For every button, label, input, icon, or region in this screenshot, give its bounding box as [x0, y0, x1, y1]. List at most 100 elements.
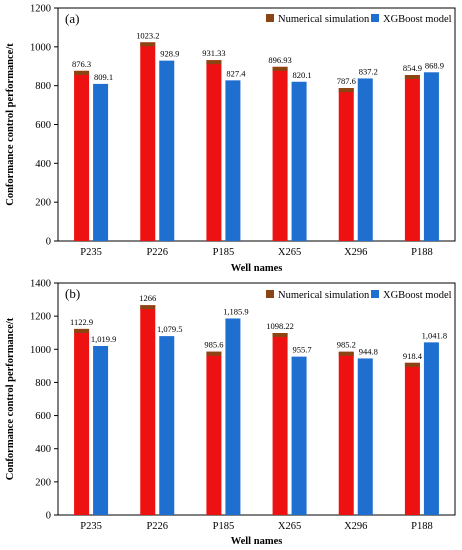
bar-numerical-simulation	[140, 305, 156, 515]
data-label-xgboost-model: 827.4	[226, 68, 246, 78]
y-tick-label: 400	[35, 159, 51, 170]
y-tick-label: 600	[35, 411, 51, 422]
bar-numerical-simulation-cap	[404, 75, 420, 80]
data-label-xgboost-model: 837.2	[359, 66, 378, 76]
bar-numerical-simulation-cap	[206, 60, 222, 65]
x-tick-label: P226	[146, 521, 168, 532]
bar-numerical-simulation	[272, 66, 288, 241]
panel-label: (a)	[65, 11, 79, 26]
y-tick-label: 0	[46, 511, 51, 522]
x-tick-label: X265	[278, 247, 301, 258]
data-label-xgboost-model: 1,019.9	[91, 334, 117, 344]
data-label-xgboost-model: 868.9	[425, 60, 444, 70]
bar-numerical-simulation	[74, 328, 90, 515]
bar-numerical-simulation	[206, 60, 222, 241]
data-label-xgboost-model: 820.1	[293, 70, 312, 80]
legend-label-xgboost-model: XGBoost model	[383, 290, 452, 301]
bar-numerical-simulation-cap	[206, 351, 222, 356]
data-label-numerical-simulation: 1122.9	[70, 317, 93, 327]
bar-xgboost-model	[93, 83, 109, 241]
y-tick-label: 1400	[30, 279, 51, 290]
y-tick-label: 800	[35, 378, 51, 389]
x-tick-label: P188	[411, 521, 433, 532]
bar-xgboost-model	[423, 342, 439, 515]
x-tick-label: P235	[80, 247, 102, 258]
legend-swatch-numerical-simulation	[266, 290, 274, 298]
bar-numerical-simulation	[140, 42, 156, 241]
bar-numerical-simulation	[404, 75, 420, 241]
bar-numerical-simulation	[74, 70, 90, 242]
data-label-numerical-simulation: 787.6	[337, 76, 356, 86]
data-label-numerical-simulation: 1098.22	[266, 321, 294, 331]
bar-xgboost-model	[357, 78, 373, 241]
y-tick-label: 400	[35, 444, 51, 455]
bar-numerical-simulation	[338, 88, 354, 241]
data-label-xgboost-model: 928.9	[160, 49, 179, 59]
data-label-numerical-simulation: 985.6	[204, 340, 223, 350]
data-label-numerical-simulation: 854.9	[403, 63, 422, 73]
y-tick-label: 1200	[30, 4, 51, 15]
y-tick-label: 600	[35, 120, 51, 131]
bar-numerical-simulation-cap	[272, 333, 288, 338]
bar-numerical-simulation	[206, 351, 222, 515]
data-label-numerical-simulation: 918.4	[403, 351, 423, 361]
bar-numerical-simulation-cap	[272, 66, 288, 71]
bar-xgboost-model	[225, 318, 241, 515]
data-label-numerical-simulation: 931.33	[202, 48, 225, 58]
bar-numerical-simulation-cap	[74, 70, 90, 75]
bar-numerical-simulation-cap	[140, 42, 156, 47]
bar-xgboost-model	[291, 356, 307, 515]
y-tick-label: 800	[35, 81, 51, 92]
plot-frame-0	[57, 7, 456, 242]
bar-numerical-simulation-cap	[140, 305, 156, 310]
legend-swatch-numerical-simulation	[266, 14, 274, 22]
bar-xgboost-model	[291, 81, 307, 241]
legend-label-xgboost-model: XGBoost model	[383, 14, 452, 25]
data-label-numerical-simulation: 985.2	[337, 340, 356, 350]
data-label-xgboost-model: 809.1	[94, 72, 113, 82]
x-tick-label: X296	[344, 247, 367, 258]
x-tick-label: P185	[213, 521, 235, 532]
y-tick-label: 200	[35, 198, 51, 209]
y-tick-label: 0	[46, 237, 51, 248]
y-axis-title: Conformance control performance/t	[5, 43, 16, 206]
bar-xgboost-model	[225, 80, 241, 241]
bar-numerical-simulation-cap	[74, 328, 90, 333]
x-axis-title: Well names	[231, 263, 283, 274]
y-tick-label: 1000	[30, 345, 51, 356]
x-tick-label: P188	[411, 247, 433, 258]
x-tick-label: P235	[80, 521, 102, 532]
bar-xgboost-model	[93, 345, 109, 515]
data-label-numerical-simulation: 1023.2	[136, 30, 159, 40]
x-axis-title: Well names	[231, 536, 283, 547]
legend-swatch-xgboost-model	[371, 14, 379, 22]
panel-label: (b)	[65, 286, 80, 301]
bar-numerical-simulation	[404, 362, 420, 515]
bar-numerical-simulation-cap	[338, 88, 354, 93]
bar-numerical-simulation-cap	[338, 351, 354, 356]
data-label-numerical-simulation: 876.3	[72, 59, 91, 69]
y-axis-title: Conformance control performance/t	[5, 317, 16, 480]
x-tick-label: X296	[344, 521, 367, 532]
legend-swatch-xgboost-model	[371, 290, 379, 298]
legend-label-numerical-simulation: Numerical simulation	[278, 290, 370, 301]
bar-numerical-simulation	[272, 333, 288, 515]
bar-xgboost-model	[159, 336, 175, 515]
plot-frame-1	[57, 282, 456, 516]
data-label-xgboost-model: 955.7	[293, 345, 312, 355]
y-tick-label: 1000	[30, 42, 51, 53]
data-label-xgboost-model: 1,079.5	[157, 324, 183, 334]
x-tick-label: X265	[278, 521, 301, 532]
bar-xgboost-model	[159, 60, 175, 242]
x-tick-label: P226	[146, 247, 168, 258]
data-label-xgboost-model: 1,185.9	[223, 306, 249, 316]
data-label-xgboost-model: 944.8	[359, 346, 378, 356]
y-tick-label: 200	[35, 477, 51, 488]
bar-numerical-simulation	[338, 351, 354, 515]
y-tick-label: 1200	[30, 312, 51, 323]
x-tick-label: P185	[213, 247, 235, 258]
legend-label-numerical-simulation: Numerical simulation	[278, 14, 370, 25]
bar-numerical-simulation-cap	[404, 362, 420, 367]
